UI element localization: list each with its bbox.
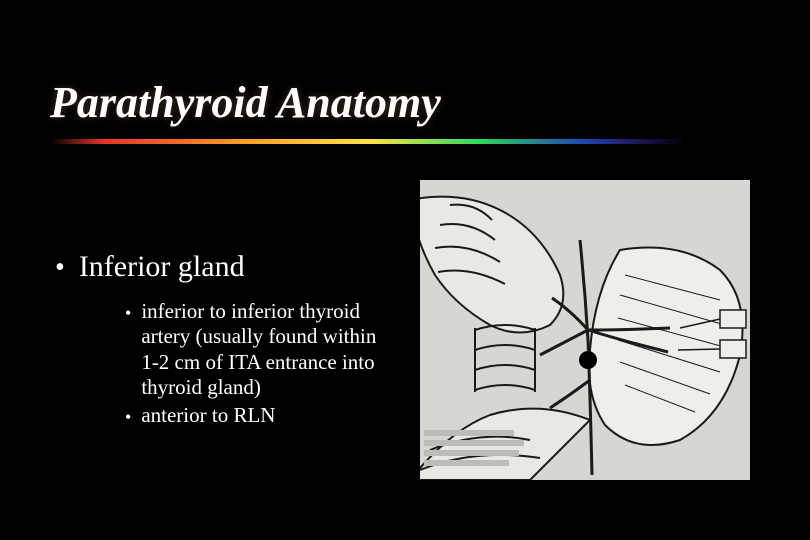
title-underline [50,134,720,144]
body-text: • Inferior gland • inferior to inferior … [55,250,395,431]
bullet-lvl2-text: inferior to inferior thyroid artery (usu… [141,299,391,401]
bullet-lvl2: • inferior to inferior thyroid artery (u… [125,299,395,401]
lvl2-container: • inferior to inferior thyroid artery (u… [125,299,395,429]
title-wrap: Parathyroid Anatomy [50,80,441,126]
anatomy-illustration-icon [420,180,750,480]
bullet-lvl1: • Inferior gland [55,250,395,285]
bullet-dot-icon: • [125,304,131,322]
anatomy-figure [420,180,750,480]
bullet-lvl2: • anterior to RLN [125,403,395,429]
slide-title: Parathyroid Anatomy [50,80,441,126]
slide: Parathyroid Anatomy • Inferior gland [0,0,810,540]
bullet-lvl2-text: anterior to RLN [141,403,275,429]
bullet-dot-icon: • [55,254,65,282]
bullet-lvl1-text: Inferior gland [79,250,245,285]
bullet-dot-icon: • [125,408,131,426]
